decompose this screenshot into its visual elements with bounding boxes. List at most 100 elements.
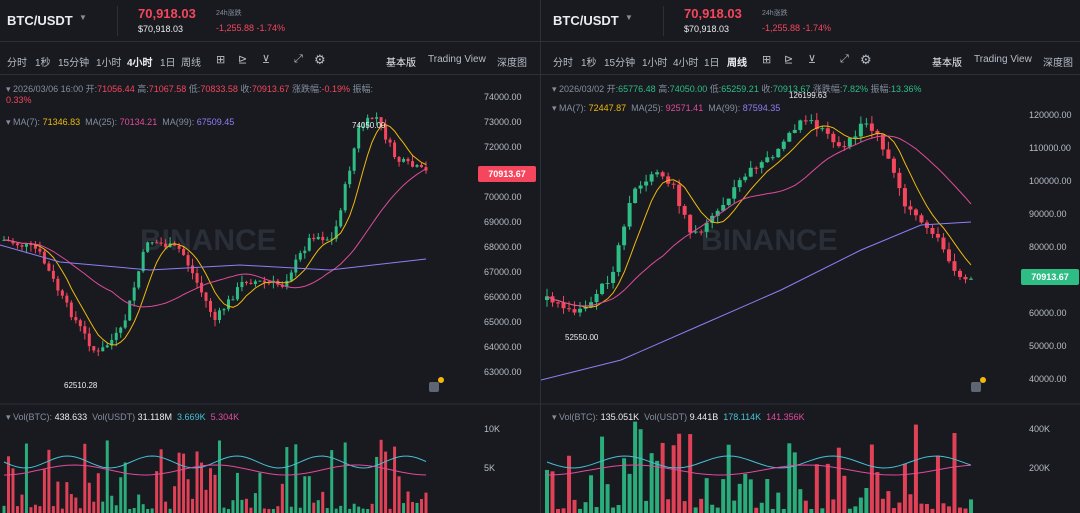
- collapse-icon[interactable]: ▾: [552, 103, 557, 113]
- candle-body: [114, 332, 118, 340]
- settings-icon[interactable]: ⚙: [314, 52, 326, 67]
- ma99-value: 67509.45: [196, 117, 235, 127]
- candlestick-chart[interactable]: BINANCE 120000.00 110000.00 100000.00 90000.…: [541, 0, 1080, 513]
- vol-ma2-value: 5.304K: [210, 412, 240, 422]
- volume-bar: [96, 473, 100, 513]
- candle-body: [420, 165, 424, 168]
- volume-bar: [146, 509, 150, 513]
- view-depth[interactable]: 深度图: [497, 58, 527, 69]
- volume-bar: [858, 497, 863, 513]
- volume-bar: [105, 440, 109, 513]
- candle-body: [781, 141, 786, 149]
- volume-bar: [902, 463, 907, 513]
- drawing-icon[interactable]: ⊵: [238, 54, 248, 66]
- interval-tab[interactable]: 15分钟: [58, 58, 90, 69]
- view-tradingview[interactable]: Trading View: [428, 54, 486, 65]
- volume-bar: [908, 494, 913, 513]
- volume-bar: [567, 455, 572, 513]
- candle-body: [316, 236, 320, 240]
- candle-body: [825, 128, 830, 134]
- candle-body: [891, 158, 896, 173]
- vol-btc-value: 135.051K: [600, 412, 640, 422]
- ma99-label: MA(99):: [162, 117, 195, 127]
- candle-body: [941, 237, 946, 250]
- chevron-down-icon[interactable]: ▼: [625, 13, 633, 22]
- collapse-icon[interactable]: ▾: [6, 84, 11, 94]
- interval-tab-active[interactable]: 4小时: [127, 58, 153, 69]
- interval-tab[interactable]: 1日: [704, 58, 720, 69]
- volume-bar: [110, 495, 114, 513]
- candle-body: [561, 302, 566, 309]
- candle-body: [622, 226, 627, 246]
- view-basic[interactable]: 基本版: [386, 58, 416, 69]
- candle-body: [155, 242, 159, 244]
- low-label: 低:: [709, 84, 722, 94]
- collapse-icon[interactable]: ▾: [552, 84, 557, 94]
- interval-tab[interactable]: 分时: [7, 58, 27, 69]
- candle-body: [105, 345, 109, 348]
- amplitude-wrap: 0.33%: [6, 95, 32, 105]
- interval-tab[interactable]: 1秒: [581, 58, 597, 69]
- candle-body: [732, 187, 737, 199]
- volume-bar: [69, 494, 73, 513]
- volume-bar: [33, 504, 37, 513]
- y-axis-tick: 68000.00: [484, 242, 522, 252]
- chevron-down-icon[interactable]: ▼: [79, 13, 87, 22]
- candle-body: [235, 287, 239, 300]
- low-value: 70833.58: [200, 84, 238, 94]
- volume-bar: [87, 482, 91, 513]
- volume-bar: [583, 502, 588, 513]
- indicator-icon[interactable]: ⊞: [216, 54, 226, 66]
- interval-tab[interactable]: 1小时: [642, 58, 668, 69]
- candle-body: [307, 237, 311, 251]
- candle-body: [258, 280, 262, 282]
- interval-tab[interactable]: 4小时: [673, 58, 699, 69]
- view-basic[interactable]: 基本版: [932, 58, 962, 69]
- volume-bar: [253, 493, 257, 513]
- candle-body: [352, 148, 356, 171]
- interval-tab[interactable]: 分时: [553, 58, 573, 69]
- candlestick-chart[interactable]: BINANCE74000.0073000.0072000.0071000.007…: [0, 0, 540, 513]
- candle-body: [289, 272, 293, 281]
- settings-icon[interactable]: ⚙: [860, 52, 872, 67]
- candle-body: [715, 210, 720, 216]
- volume-bar: [600, 436, 605, 513]
- last-price: 70,918.03: [138, 6, 196, 21]
- collapse-icon[interactable]: ▾: [6, 117, 11, 127]
- vol-usdt-label: Vol(USDT): [92, 412, 136, 422]
- candle-body: [240, 281, 244, 288]
- volume-bar: [825, 463, 830, 513]
- interval-tab[interactable]: 15分钟: [604, 58, 636, 69]
- fullscreen-icon[interactable]: ⤢: [294, 53, 303, 65]
- volume-bar: [411, 501, 415, 513]
- volume-bar: [666, 499, 671, 513]
- volume-bar: [946, 506, 951, 513]
- fullscreen-icon[interactable]: ⤢: [840, 53, 849, 65]
- collapse-icon[interactable]: ▾: [552, 412, 557, 422]
- interval-tab-active[interactable]: 周线: [727, 58, 747, 69]
- indicator-icon[interactable]: ⊞: [762, 54, 772, 66]
- symbol-selector[interactable]: BTC/USDT: [7, 13, 73, 28]
- interval-tab[interactable]: 1小时: [96, 58, 122, 69]
- compare-icon[interactable]: ⊻: [262, 54, 271, 66]
- interval-tab[interactable]: 1日: [160, 58, 176, 69]
- view-depth[interactable]: 深度图: [1043, 58, 1073, 69]
- candle-body: [231, 299, 235, 301]
- candle-body: [253, 281, 257, 284]
- layers-icon: [971, 382, 981, 392]
- compare-icon[interactable]: ⊻: [808, 54, 817, 66]
- layers-icon: [429, 382, 439, 392]
- volume-ma-line: [3, 455, 427, 469]
- interval-tab[interactable]: 1秒: [35, 58, 51, 69]
- collapse-icon[interactable]: ▾: [6, 412, 11, 422]
- close-label: 收:: [761, 84, 773, 94]
- candle-body: [776, 148, 781, 158]
- interval-tab[interactable]: 周线: [181, 58, 201, 69]
- volume-bar: [611, 507, 616, 513]
- candle-body: [864, 123, 869, 125]
- ma7-value: 71346.83: [42, 117, 81, 127]
- volume-ma-line: [3, 464, 427, 476]
- symbol-selector[interactable]: BTC/USDT: [553, 13, 619, 28]
- view-tradingview[interactable]: Trading View: [974, 54, 1032, 65]
- drawing-icon[interactable]: ⊵: [784, 54, 794, 66]
